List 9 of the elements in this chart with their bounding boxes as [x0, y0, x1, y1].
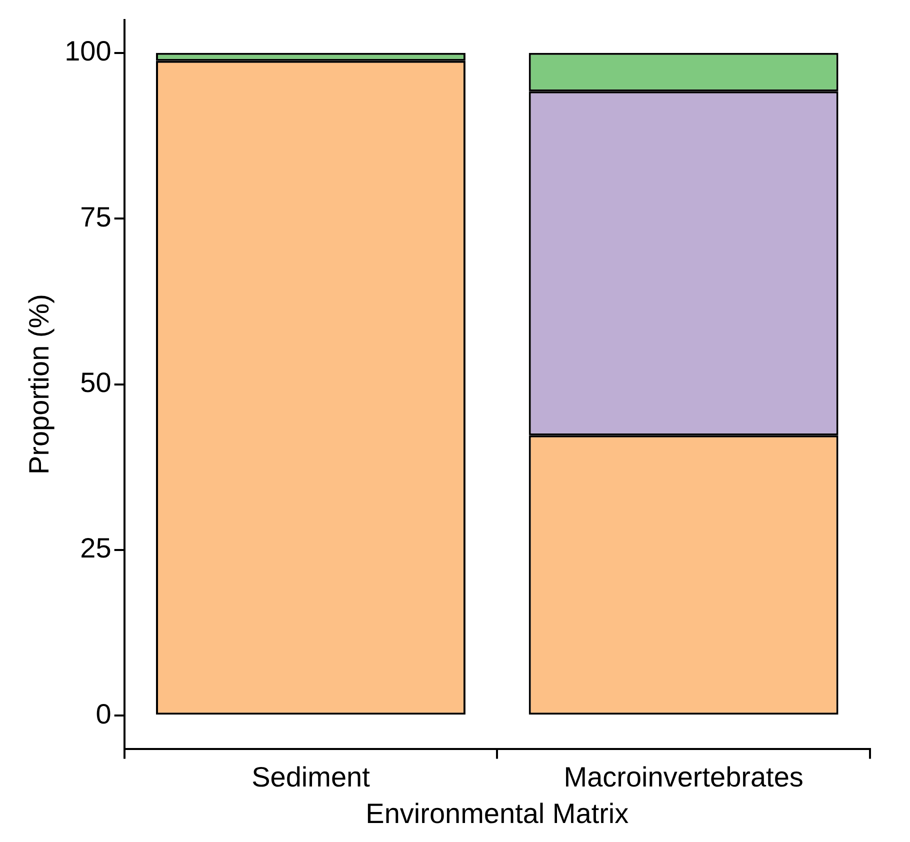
y-tick-label: 100: [64, 36, 112, 67]
y-tick-label: 75: [80, 201, 112, 232]
y-tick-label: 50: [80, 367, 112, 398]
y-tick-label: 25: [80, 532, 112, 564]
y-tick-label: 0: [96, 698, 112, 730]
x-axis-title: Environmental Matrix: [366, 798, 629, 829]
x-tick-label: Macroinvertebrates: [564, 761, 804, 792]
x-tick-label: Sediment: [252, 761, 370, 792]
y-axis-title: Proportion (%): [24, 294, 55, 475]
